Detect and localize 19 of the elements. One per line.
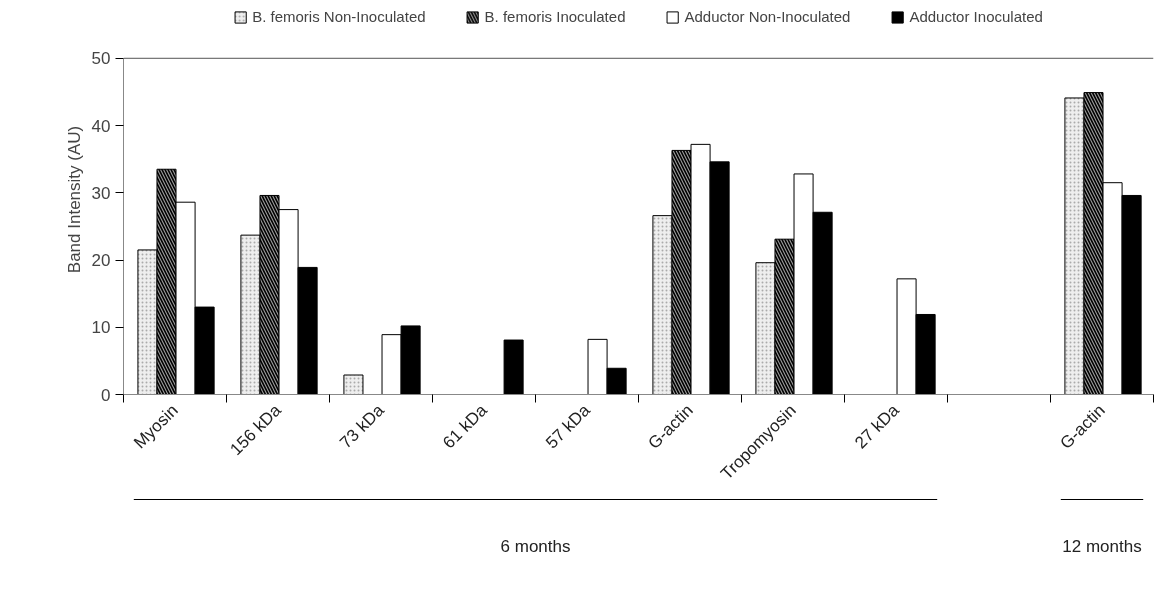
y-axis-title: Band Intensity (AU) xyxy=(64,125,84,274)
text: 12 months xyxy=(1062,536,1142,556)
legend-label: B. femoris Inoculated xyxy=(484,8,626,25)
legend-label: Adductor Inoculated xyxy=(909,8,1043,25)
y-tick-label: 10 xyxy=(91,318,111,338)
y-tick-label: 40 xyxy=(91,116,111,136)
y-tick-label: 50 xyxy=(91,49,111,69)
y-tick-label: 30 xyxy=(91,183,111,203)
y-tick-label: 20 xyxy=(91,251,111,271)
x-tick-label: 57 kDa xyxy=(542,400,595,453)
x-tick-label: 156 kDa xyxy=(226,400,286,459)
x-tick-label: 61 kDa xyxy=(439,400,492,453)
bar xyxy=(503,339,524,395)
legend-label: Adductor Non-Inoculated xyxy=(684,8,851,25)
x-tick-label: 27 kDa xyxy=(851,400,904,453)
y-tick-label: 0 xyxy=(101,385,111,405)
text: 6 months xyxy=(500,536,571,556)
legend-label: B. femoris Non-Inoculated xyxy=(252,8,426,25)
x-tick-label: 73 kDa xyxy=(336,400,389,453)
